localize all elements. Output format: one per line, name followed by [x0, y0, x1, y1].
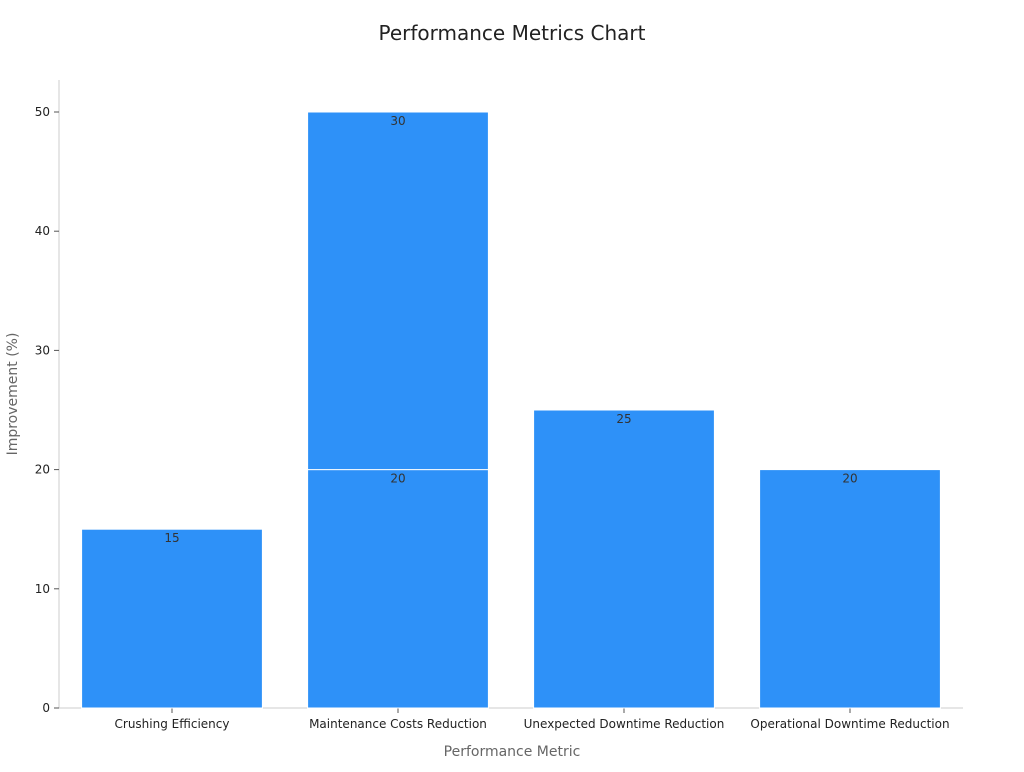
- chart-title: Performance Metrics Chart: [378, 21, 645, 45]
- data-labels: 15 20 30 25 20: [164, 114, 857, 545]
- y-tick-label: 30: [35, 343, 50, 357]
- x-tick-label: Crushing Efficiency: [115, 717, 230, 731]
- y-axis-label: Improvement (%): [5, 333, 21, 456]
- bar-base-segment: [307, 469, 489, 709]
- bar-base-segment: [533, 409, 715, 709]
- x-axis-label: Performance Metric: [444, 744, 581, 760]
- bar-stacked-segment: [307, 111, 489, 471]
- y-axis: 0 10 20 30 40 50: [35, 80, 60, 715]
- bars: [81, 111, 941, 709]
- bar-value-label: 20: [842, 472, 857, 486]
- y-tick-label: 0: [42, 701, 50, 715]
- y-tick-label: 10: [35, 582, 50, 596]
- bar-base-segment: [81, 528, 263, 709]
- x-tick-label: Operational Downtime Reduction: [750, 717, 949, 731]
- bar-value-label: 25: [616, 412, 631, 426]
- x-axis: Crushing Efficiency Maintenance Costs Red…: [59, 707, 963, 731]
- y-tick-label: 20: [35, 463, 50, 477]
- bar-value-label: 20: [390, 472, 405, 486]
- x-tick-label: Maintenance Costs Reduction: [309, 717, 487, 731]
- bar-base-segment: [759, 469, 941, 709]
- y-tick-label: 50: [35, 105, 50, 119]
- bar-value-label: 30: [390, 114, 405, 128]
- bar-value-label: 15: [164, 531, 179, 545]
- x-tick-label: Unexpected Downtime Reduction: [524, 717, 725, 731]
- y-tick-label: 40: [35, 224, 50, 238]
